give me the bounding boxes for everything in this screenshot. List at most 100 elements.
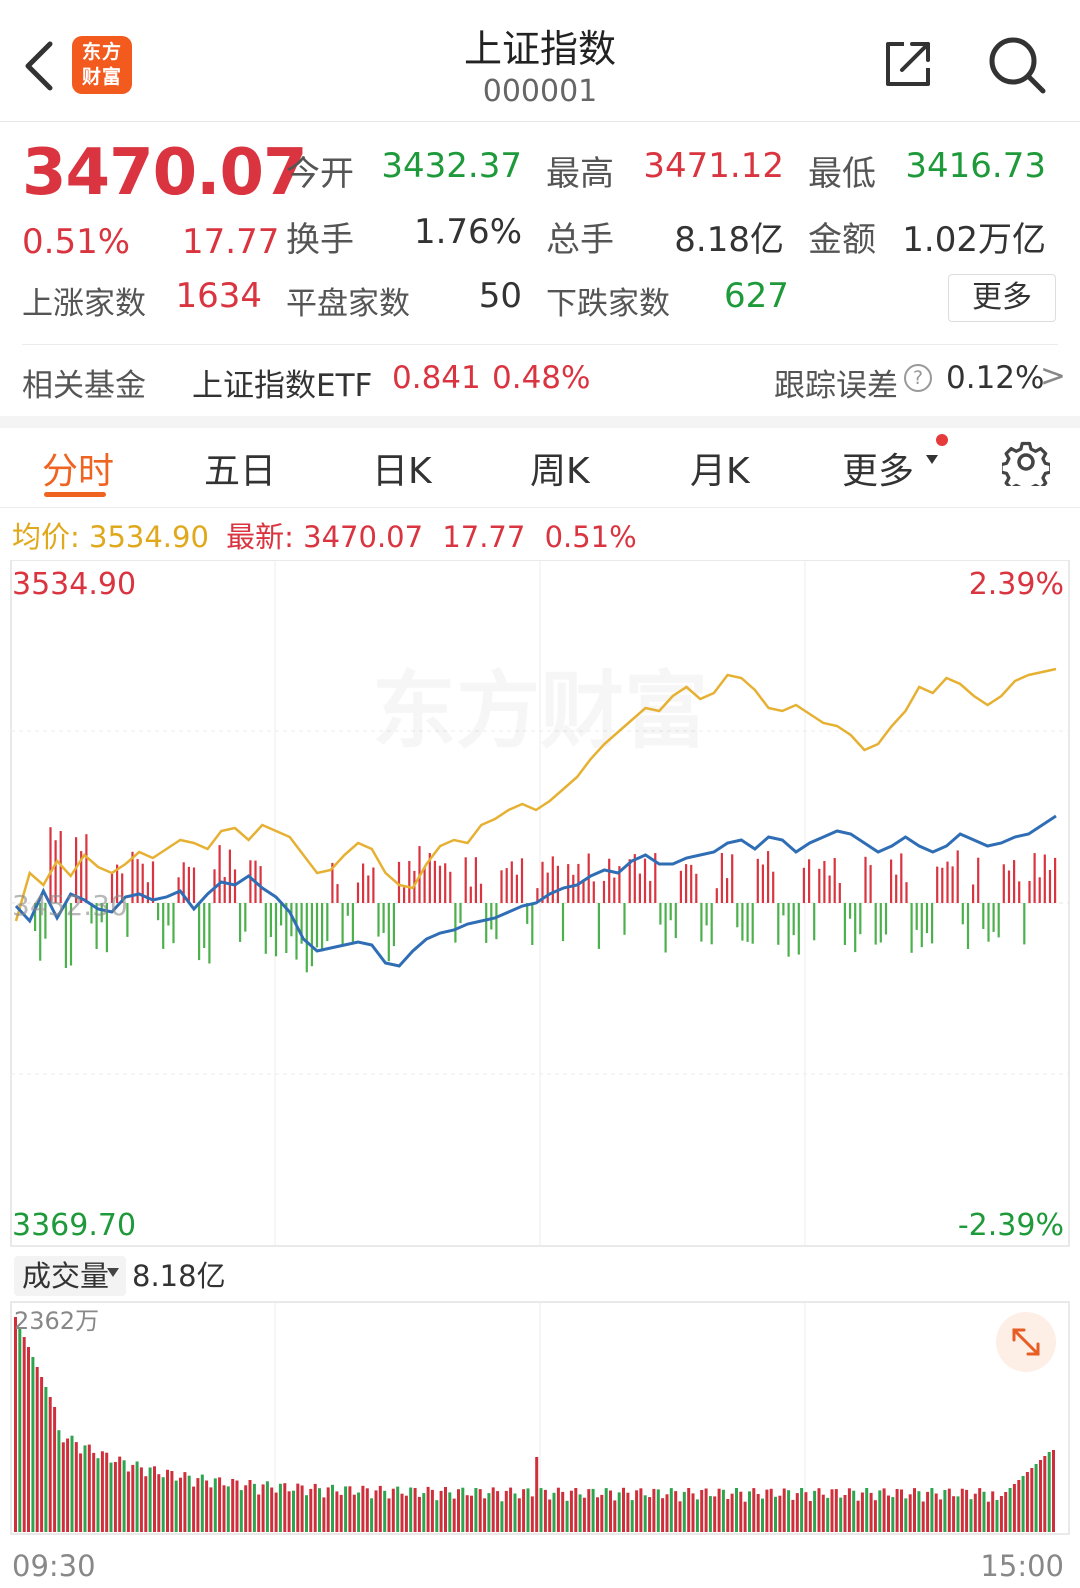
volume-bar — [231, 1479, 235, 1532]
intraday-volume-bar — [531, 903, 534, 945]
y-min-label: 3369.70 — [12, 1208, 136, 1243]
top-bar: 东方 财富 上证指数 000001 — [0, 0, 1080, 122]
volume-bar — [743, 1501, 747, 1532]
volume-bar — [791, 1499, 795, 1532]
intraday-volume-bar — [479, 883, 483, 903]
volume-bar — [131, 1464, 135, 1532]
intraday-volume-bar — [551, 856, 554, 903]
volume-bar — [22, 1337, 26, 1532]
volume-bar — [504, 1490, 508, 1532]
volume-bar — [444, 1487, 447, 1532]
related-fund-row[interactable]: 相关基金 上证指数ETF 0.841 0.48% 跟踪误差 ? 0.12% > — [0, 346, 1080, 416]
intraday-volume-bar — [561, 903, 565, 942]
volume-bar — [509, 1487, 513, 1532]
more-button[interactable]: 更多 — [948, 274, 1056, 322]
intraday-chart[interactable]: 东方财富 3534.90 3452.30 3369.70 2.39% -2.39… — [0, 559, 1080, 1588]
chevron-right-icon[interactable]: > — [1040, 358, 1066, 394]
volume-bar — [613, 1500, 617, 1532]
volume-bar — [235, 1480, 239, 1532]
intraday-volume-bar — [228, 849, 231, 903]
volume-bar — [626, 1492, 630, 1532]
volume-bar — [278, 1483, 282, 1532]
volume-bar — [87, 1444, 91, 1532]
intraday-volume-bar — [833, 858, 836, 903]
volume-bar — [100, 1451, 104, 1532]
tab-daily-k[interactable]: 日K — [372, 451, 432, 492]
volume-bar — [604, 1488, 608, 1532]
divider — [22, 344, 1058, 345]
volume-bar — [513, 1493, 517, 1532]
expand-icon[interactable] — [996, 1312, 1056, 1372]
volume-bar — [939, 1499, 943, 1532]
intraday-volume-bar — [116, 864, 119, 903]
volume-bar — [378, 1485, 382, 1532]
search-icon[interactable] — [986, 34, 1048, 96]
intraday-volume-bar — [136, 859, 139, 903]
volume-bar — [682, 1491, 686, 1532]
help-icon[interactable]: ? — [904, 364, 932, 392]
intraday-volume-bar — [797, 903, 800, 955]
volume-bar — [991, 1491, 995, 1532]
intraday-volume-bar — [326, 903, 329, 942]
intraday-volume-bar — [802, 867, 805, 903]
intraday-volume-bar — [854, 903, 857, 953]
volume-bar — [153, 1466, 156, 1532]
turnover-value: 1.76% — [413, 212, 522, 252]
tab-monthly-k[interactable]: 月K — [690, 451, 750, 492]
intraday-volume-bar — [157, 903, 160, 921]
volume-bar — [865, 1488, 869, 1532]
volume-bar — [148, 1467, 152, 1532]
volume-bar — [157, 1474, 161, 1532]
share-icon[interactable] — [882, 38, 934, 90]
intraday-volume-bar — [602, 880, 606, 903]
low-label: 最低 — [808, 154, 876, 194]
volume-bar — [331, 1484, 334, 1532]
intraday-volume-bar — [85, 834, 88, 903]
volume-bar — [582, 1497, 586, 1532]
current-price: 3470.07 — [22, 136, 307, 210]
volume-bar — [53, 1407, 57, 1532]
tab-five-day[interactable]: 五日 — [204, 451, 277, 492]
tab-intraday[interactable]: 分时 — [42, 451, 115, 492]
logo-text-line1: 东方 — [81, 41, 122, 63]
intraday-volume-bar — [572, 874, 575, 903]
volume-bar — [648, 1497, 652, 1532]
volume-bar — [917, 1491, 921, 1532]
tab-more[interactable]: 更多 — [842, 451, 915, 492]
intraday-volume-bar — [182, 862, 185, 903]
intraday-volume-bar — [146, 882, 149, 903]
volume-bar — [1021, 1476, 1025, 1532]
amount-value: 1.02万亿 — [902, 220, 1046, 260]
intraday-volume-bar — [464, 857, 467, 903]
intraday-volume-bar — [597, 903, 600, 949]
volume-bar — [113, 1462, 117, 1532]
intraday-volume-bar — [736, 903, 739, 928]
volume-bar — [487, 1493, 491, 1532]
volume-bar — [804, 1492, 808, 1532]
volume-bar — [661, 1498, 665, 1532]
volume-bar — [530, 1496, 534, 1532]
volume-bar — [296, 1483, 300, 1532]
volume-bar — [921, 1501, 925, 1532]
volume-bar — [639, 1488, 643, 1532]
intraday-volume-bar — [285, 903, 288, 953]
volume-bar — [774, 1496, 777, 1532]
intraday-volume-bar — [751, 903, 754, 944]
volume-bar — [891, 1497, 895, 1532]
volume-bar — [678, 1501, 682, 1532]
tab-weekly-k[interactable]: 周K — [530, 451, 590, 492]
intraday-volume-bar — [900, 853, 903, 903]
volume-bar — [708, 1496, 712, 1532]
intraday-volume-bar — [239, 903, 242, 942]
intraday-volume-bar — [618, 866, 621, 903]
chevron-left-icon[interactable] — [20, 38, 60, 94]
intraday-volume-bar — [920, 903, 923, 948]
volume-bar — [908, 1494, 912, 1532]
indicator-selector[interactable] — [14, 1256, 126, 1296]
intraday-volume-bar — [39, 903, 42, 961]
gear-icon[interactable] — [1002, 438, 1050, 486]
intraday-volume-bar — [162, 903, 165, 949]
intraday-volume-bar — [782, 903, 785, 916]
volume-bar — [652, 1488, 656, 1532]
intraday-volume-bar — [884, 903, 888, 935]
